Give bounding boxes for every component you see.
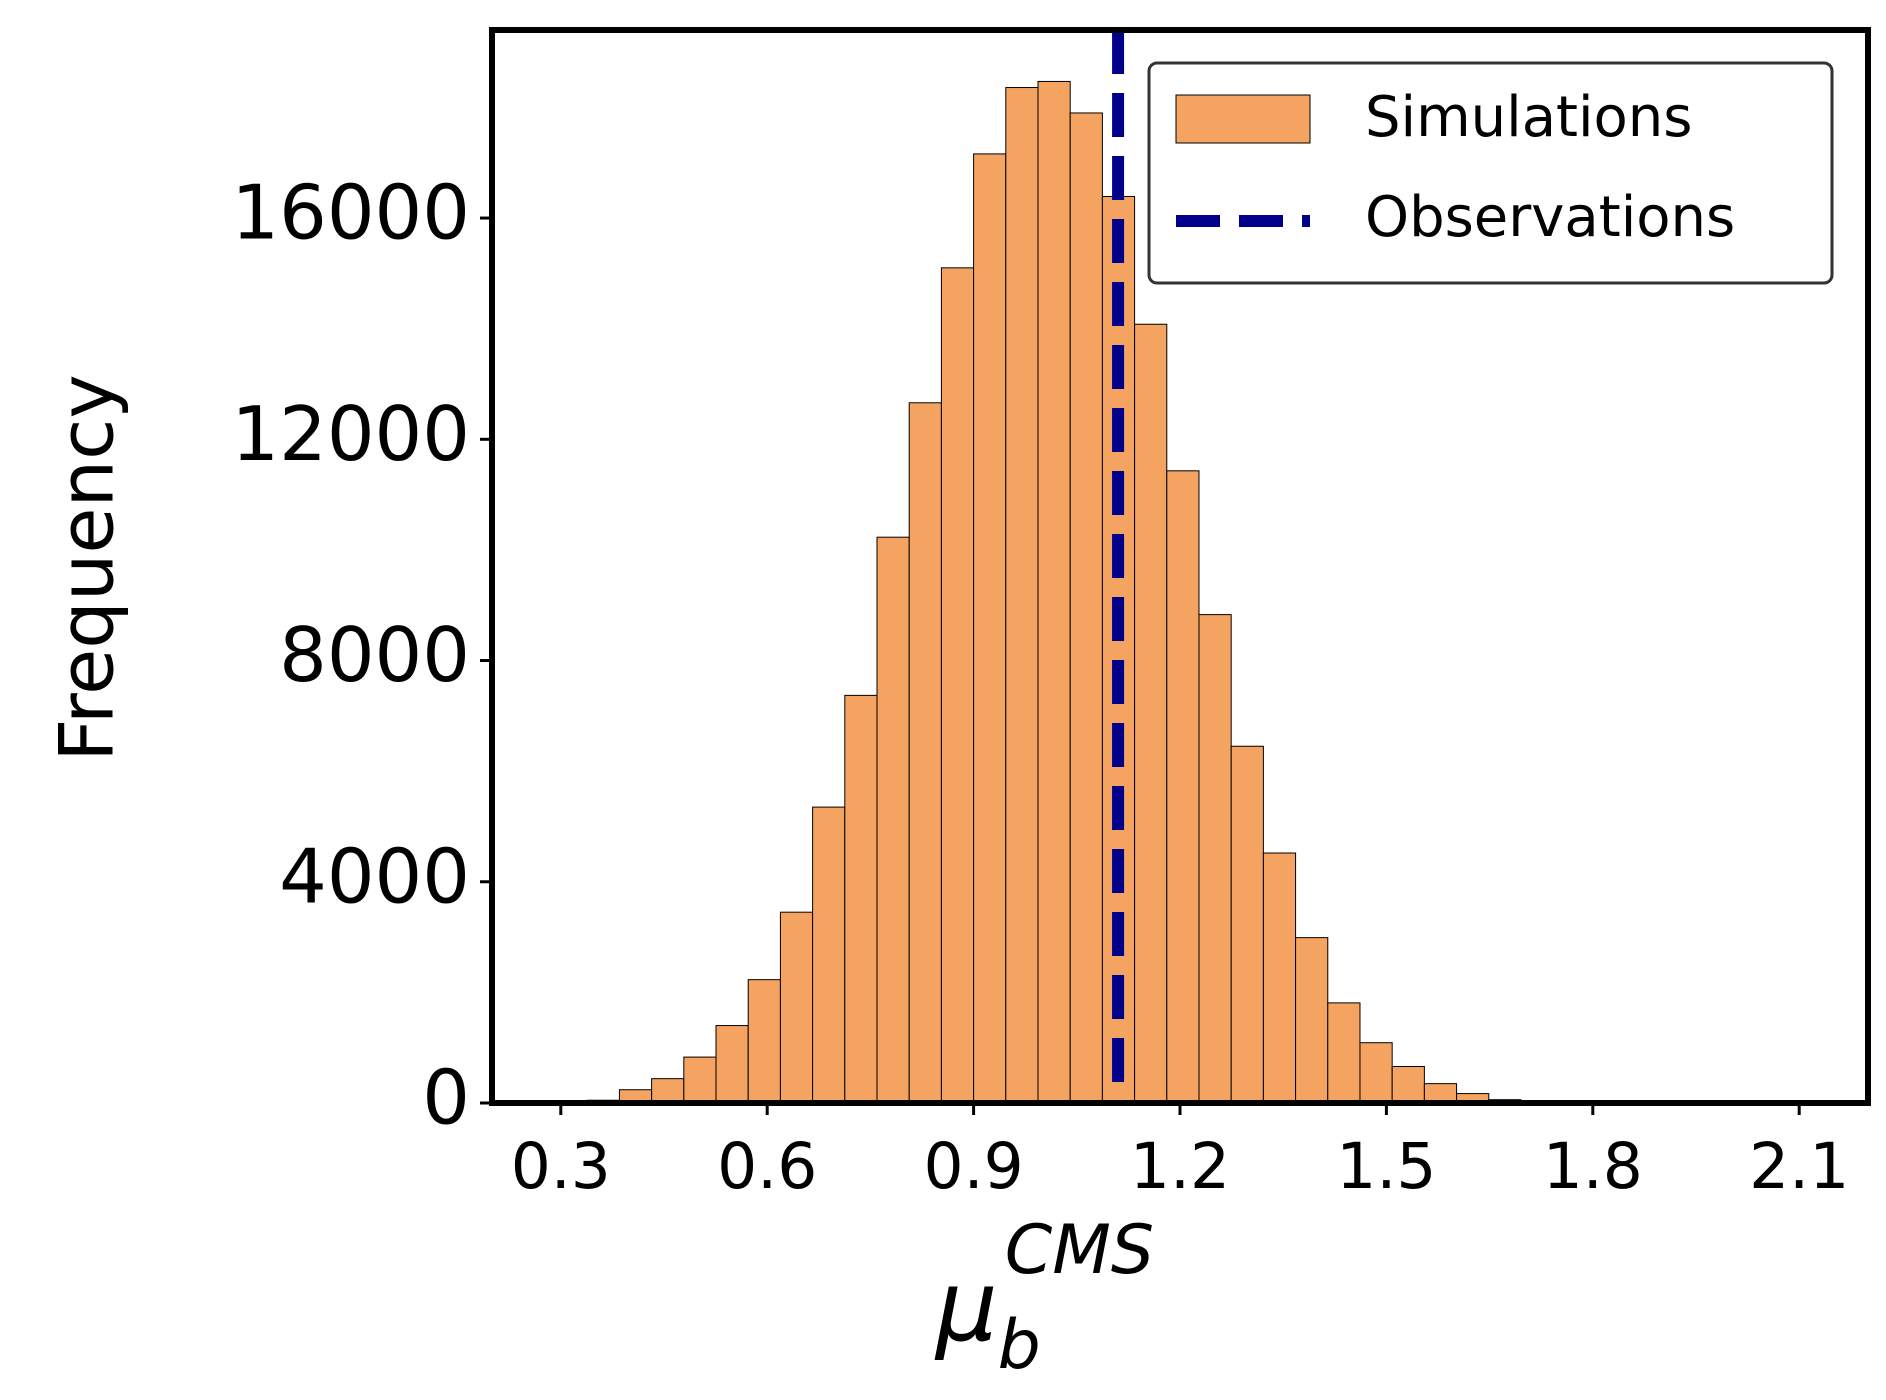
bar: [940, 267, 975, 1104]
x-label-sup: CMS: [1005, 1211, 1154, 1290]
bar: [908, 402, 942, 1104]
bar: [876, 536, 910, 1104]
x-tick-label: 1.5: [1336, 1130, 1436, 1203]
bar: [651, 1078, 685, 1104]
bar: [1134, 323, 1168, 1104]
plot-frame: [489, 27, 1871, 1106]
x-tick-label: 2.1: [1749, 1130, 1849, 1203]
bar: [1101, 195, 1136, 1104]
x-axis-label: μb CMS: [934, 1211, 1154, 1385]
x-tick-label: 1.2: [1130, 1130, 1230, 1203]
y-tick-label: 4000: [279, 832, 470, 920]
bar: [715, 1025, 749, 1104]
bar: [1295, 937, 1329, 1104]
legend-label: Observations: [1365, 185, 1735, 250]
x-label-sub: b: [998, 1306, 1041, 1385]
bar: [1069, 112, 1103, 1104]
bar: [779, 911, 814, 1104]
bar: [1262, 852, 1297, 1104]
y-tick-label: 12000: [231, 390, 470, 478]
legend-label: Simulations: [1365, 85, 1692, 150]
legend-box: [1147, 61, 1834, 285]
x-tick-label: 0.6: [717, 1130, 817, 1203]
bar: [1166, 470, 1200, 1104]
bar: [1391, 1065, 1425, 1104]
bar: [844, 694, 878, 1104]
bar: [1005, 87, 1039, 1104]
bar: [1359, 1042, 1393, 1104]
y-tick-label: 0: [422, 1054, 470, 1142]
legend-swatch: [1175, 94, 1311, 144]
x-tick-label: 1.8: [1543, 1130, 1643, 1203]
x-tick-label: 0.3: [511, 1130, 611, 1203]
y-tick-label: 8000: [279, 611, 470, 699]
bar: [1327, 1002, 1361, 1104]
bar: [1037, 80, 1071, 1104]
bar: [747, 979, 781, 1104]
x-tick-label: 0.9: [923, 1130, 1023, 1203]
bar: [973, 153, 1007, 1104]
x-label-base: μ: [934, 1250, 998, 1363]
y-axis-label: Frequency: [43, 374, 131, 761]
bar: [1230, 745, 1264, 1104]
y-tick-label: 16000: [231, 169, 470, 257]
bar: [812, 806, 846, 1104]
bar: [683, 1056, 717, 1104]
bar: [1198, 614, 1232, 1104]
